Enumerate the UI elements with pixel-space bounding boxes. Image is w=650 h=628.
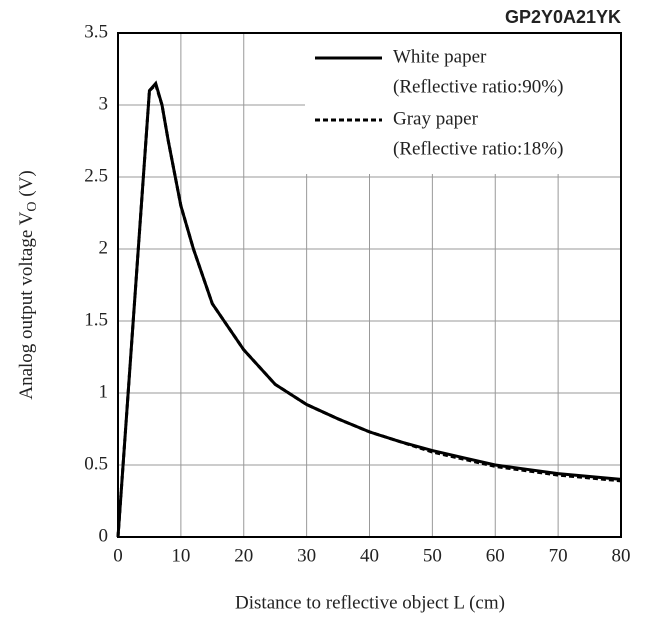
y-tick-label: 0 — [99, 525, 109, 546]
y-tick-label: 1 — [99, 381, 109, 402]
legend-label: Gray paper — [393, 108, 479, 129]
legend-note: (Reflective ratio:90%) — [393, 76, 563, 97]
x-tick-label: 80 — [612, 545, 631, 566]
y-tick-label: 1.5 — [84, 309, 108, 330]
y-tick-label: 2 — [99, 237, 109, 258]
legend-label: White paper — [393, 46, 487, 67]
x-tick-label: 70 — [549, 545, 568, 566]
x-tick-label: 0 — [113, 545, 123, 566]
x-tick-label: 30 — [297, 545, 316, 566]
x-tick-label: 60 — [486, 545, 505, 566]
y-tick-label: 2.5 — [84, 165, 108, 186]
y-axis-label: Analog output voltage VO (V) — [16, 170, 40, 399]
y-tick-label: 3 — [99, 93, 109, 114]
chart-title: GP2Y0A21YK — [505, 7, 621, 27]
y-label-part: Analog output voltage V — [16, 211, 37, 399]
x-tick-label: 50 — [423, 545, 442, 566]
x-tick-label: 10 — [171, 545, 190, 566]
legend-note: (Reflective ratio:18%) — [393, 138, 563, 159]
y-label-sub: O — [25, 201, 40, 211]
x-tick-label: 20 — [234, 545, 253, 566]
y-tick-label: 3.5 — [84, 21, 108, 42]
plot-border — [117, 32, 622, 538]
x-tick-label: 40 — [360, 545, 379, 566]
series-line — [116, 82, 622, 538]
x-axis-label: Distance to reflective object L (cm) — [235, 592, 505, 613]
y-tick-label: 0.5 — [84, 453, 108, 474]
y-label-part: (V) — [16, 170, 37, 201]
